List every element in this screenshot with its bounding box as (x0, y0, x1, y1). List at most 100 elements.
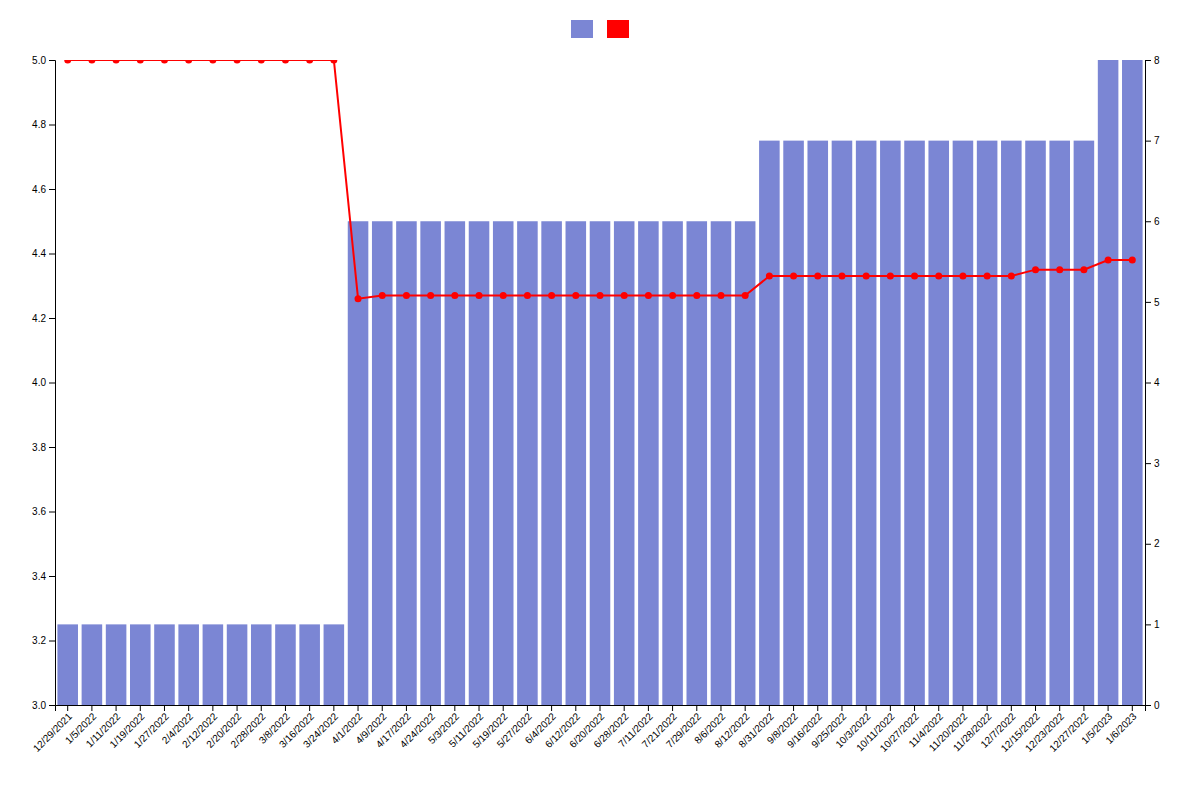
y2-axis-line (1146, 61, 1152, 706)
marker (451, 292, 458, 299)
x-axis-tick-mark (551, 705, 552, 711)
x-axis-tick-mark (67, 705, 68, 711)
marker (355, 295, 362, 302)
legend-swatch (607, 20, 629, 38)
marks (57, 60, 1142, 705)
bar (299, 624, 320, 705)
x-axis-tick-mark (309, 705, 310, 711)
y2-axis-tick-mark (1145, 60, 1151, 61)
marker (838, 273, 845, 280)
y-axis-tick-label: 4.2 (32, 313, 46, 324)
x-axis-tick-mark (1083, 705, 1084, 711)
bar (1122, 60, 1143, 705)
y2-axis-tick-label: 8 (1154, 55, 1160, 66)
x-axis-tick-mark (527, 705, 528, 711)
marker (959, 273, 966, 280)
x-axis-tick-mark (841, 705, 842, 711)
x-axis-tick-mark (1035, 705, 1036, 711)
bar (493, 221, 514, 705)
bar (953, 141, 974, 705)
x-axis-tick-mark (793, 705, 794, 711)
bar (904, 141, 925, 705)
marker (790, 273, 797, 280)
x-axis-tick-mark (817, 705, 818, 711)
bar (178, 624, 199, 705)
x-axis-tick-mark (648, 705, 649, 711)
bar (130, 624, 151, 705)
bar (1074, 141, 1095, 705)
x-axis-tick-mark (382, 705, 383, 711)
y-axis-tick-label: 3.2 (32, 635, 46, 646)
y-axis-tick: 4.6 (32, 184, 55, 195)
bar (517, 221, 538, 705)
y-axis-tick: 4.8 (32, 119, 55, 130)
bar (977, 141, 998, 705)
x-axis-tick-mark (1011, 705, 1012, 711)
x-axis-tick-mark (333, 705, 334, 711)
x-axis: 12/29/20211/5/20221/11/20221/19/20221/27… (31, 705, 1146, 754)
marker (887, 273, 894, 280)
x-axis-tick-mark (672, 705, 673, 711)
y-axis-tick-label: 4.6 (32, 184, 46, 195)
y-axis-tick-mark (49, 383, 55, 384)
x-axis-tick-mark (164, 705, 165, 711)
bar (590, 221, 611, 705)
x-axis-tick-label: 1/6/2023 (1103, 710, 1139, 746)
marker (1105, 256, 1112, 263)
y2-axis-tick-label: 3 (1154, 458, 1160, 469)
bar-series (57, 60, 1142, 705)
x-axis-tick-mark (624, 705, 625, 711)
y-axis-tick: 3.2 (32, 635, 55, 646)
y2-axis-tick: 2 (1145, 538, 1160, 549)
marker (1056, 266, 1063, 273)
x-axis-line (56, 706, 1146, 712)
x-axis-tick-mark (696, 705, 697, 711)
x-axis-tick-mark (479, 705, 480, 711)
y-axis-tick: 3.0 (32, 700, 55, 711)
y2-axis-tick-mark (1145, 544, 1151, 545)
y-axis-tick-label: 5.0 (32, 55, 46, 66)
plot: 3.03.23.43.63.84.04.24.44.64.85.00123456… (31, 55, 1160, 754)
y2-axis: 012345678 (1145, 55, 1160, 711)
bar (82, 624, 103, 705)
bar (807, 141, 828, 705)
x-axis-tick-mark (938, 705, 939, 711)
marker (234, 60, 241, 64)
bar (541, 221, 562, 705)
bar (275, 624, 296, 705)
bar (203, 624, 224, 705)
marker (548, 292, 555, 299)
x-axis-tick-mark (503, 705, 504, 711)
x-axis-tick-mark (575, 705, 576, 711)
marker (113, 60, 120, 64)
y2-axis-tick-label: 4 (1154, 377, 1160, 388)
y2-axis-tick: 3 (1145, 458, 1160, 469)
marker (209, 60, 216, 64)
y2-axis-tick-label: 7 (1154, 135, 1160, 146)
y-axis-tick: 5.0 (32, 55, 55, 66)
bar (154, 624, 175, 705)
y-axis-tick-mark (49, 60, 55, 61)
marker (742, 292, 749, 299)
marker (621, 292, 628, 299)
x-axis-tick-mark (866, 705, 867, 711)
y-axis-tick-mark (49, 318, 55, 319)
bar (420, 221, 441, 705)
y2-axis-tick-label: 1 (1154, 619, 1160, 630)
x-axis-tick-mark (454, 705, 455, 711)
y2-axis-tick-label: 2 (1154, 538, 1160, 549)
y2-axis-tick-mark (1145, 624, 1151, 625)
x-axis-tick-mark (600, 705, 601, 711)
marker (137, 60, 144, 64)
bar (735, 221, 756, 705)
legend (571, 20, 629, 38)
line-markers (64, 60, 1136, 302)
y2-axis-tick: 6 (1145, 216, 1160, 227)
y-axis-tick: 3.4 (32, 571, 55, 582)
y-axis-tick-mark (49, 576, 55, 577)
y-axis-tick-mark (49, 641, 55, 642)
marker (1129, 256, 1136, 263)
bar (1049, 141, 1070, 705)
x-axis-tick-mark (769, 705, 770, 711)
y-axis-tick-mark (49, 189, 55, 190)
